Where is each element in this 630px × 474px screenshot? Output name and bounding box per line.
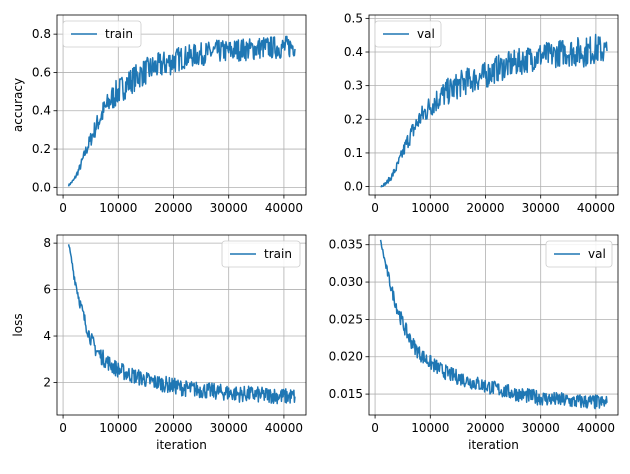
legend: train — [62, 20, 142, 48]
y-tick-label: 0.5 — [344, 11, 363, 25]
y-tick-label: 6 — [43, 283, 51, 297]
x-tick-label: 10000 — [411, 201, 449, 215]
chart-panel-train-accuracy: 0 10000 20000 30000 40000 0.0 0.2 0.4 0.6 0.8 accu… — [11, 14, 307, 215]
axes-frame — [368, 14, 619, 196]
x-axis-label: iteration — [156, 438, 207, 452]
y-axis-label: loss — [11, 313, 25, 336]
legend: train — [221, 240, 301, 268]
y-tick-label: 0.030 — [329, 275, 363, 289]
legend: val — [545, 240, 613, 268]
x-tick-label: 40000 — [265, 421, 303, 435]
legend-box — [62, 20, 142, 48]
legend-box — [221, 240, 301, 268]
y-tick-label: 4 — [43, 329, 51, 343]
series-line-val — [379, 239, 608, 410]
x-axis-label: iteration — [468, 438, 519, 452]
chart-panel-val-loss: 0 10000 20000 30000 40000 0.015 0.020 0.025 0.03… — [329, 234, 619, 452]
x-tick-label: 40000 — [577, 201, 615, 215]
y-tick-label: 0.1 — [344, 146, 363, 160]
x-tick-label: 30000 — [210, 421, 248, 435]
chart-panel-val-accuracy: 0 10000 20000 30000 40000 0.0 0.1 0.2 0.3 0.4 0.5 v… — [344, 11, 619, 215]
y-tick-label: 0.0 — [32, 180, 51, 194]
y-tick-label: 2 — [43, 375, 51, 389]
legend-label: train — [264, 247, 292, 261]
x-tick-label: 30000 — [210, 201, 248, 215]
series-line-train — [67, 244, 296, 405]
x-tick-label: 20000 — [466, 421, 504, 435]
x-tick-label: 10000 — [411, 421, 449, 435]
legend-label: train — [105, 27, 133, 41]
series-line-train — [67, 35, 296, 187]
x-tick-label: 20000 — [154, 201, 192, 215]
y-tick-label: 8 — [43, 236, 51, 250]
y-tick-label: 0.6 — [32, 65, 51, 79]
y-tick-label: 0.035 — [329, 238, 363, 252]
x-tick-label: 20000 — [466, 201, 504, 215]
y-tick-label: 0.4 — [344, 45, 363, 59]
axes-frame — [368, 234, 619, 416]
y-tick-label: 0.025 — [329, 312, 363, 326]
y-tick-label: 0.4 — [32, 104, 51, 118]
x-tick-label: 0 — [59, 421, 67, 435]
y-tick-label: 0.3 — [344, 79, 363, 93]
x-tick-label: 30000 — [522, 201, 560, 215]
x-tick-label: 40000 — [265, 201, 303, 215]
x-tick-label: 0 — [371, 421, 379, 435]
y-tick-label: 0.8 — [32, 27, 51, 41]
chart-panel-train-loss: 0 10000 20000 30000 40000 2 4 6 8 iteration loss tr… — [11, 234, 307, 452]
x-tick-label: 0 — [59, 201, 67, 215]
x-tick-label: 10000 — [99, 421, 137, 435]
legend: val — [374, 20, 442, 48]
legend-label: val — [417, 27, 435, 41]
y-tick-label: 0.2 — [344, 112, 363, 126]
y-tick-label: 0.2 — [32, 142, 51, 156]
x-tick-label: 10000 — [99, 201, 137, 215]
axes-frame — [56, 14, 307, 196]
x-tick-label: 40000 — [577, 421, 615, 435]
y-tick-label: 0.015 — [329, 387, 363, 401]
x-tick-label: 20000 — [154, 421, 192, 435]
series-line-val — [380, 33, 608, 188]
axes-frame — [56, 234, 307, 416]
y-tick-label: 0.0 — [344, 180, 363, 194]
y-axis-label: accuracy — [11, 78, 25, 132]
legend-label: val — [588, 247, 606, 261]
y-tick-label: 0.020 — [329, 350, 363, 364]
x-tick-label: 30000 — [522, 421, 560, 435]
x-tick-label: 0 — [371, 201, 379, 215]
